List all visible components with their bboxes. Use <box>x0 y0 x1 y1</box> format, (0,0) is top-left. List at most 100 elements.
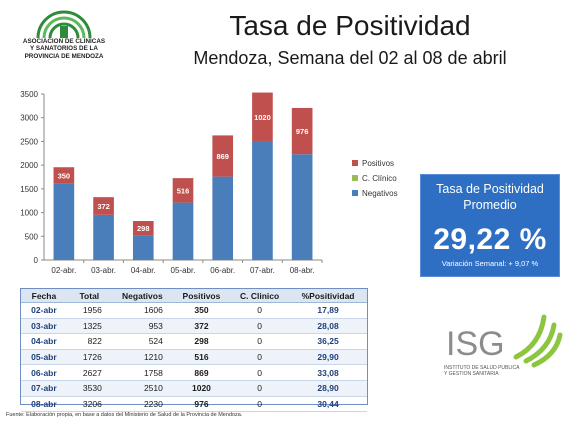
org-name-line2: Y SANATORIOS DE LA <box>30 45 98 53</box>
table-cell: 36,25 <box>289 333 367 350</box>
table-cell: 350 <box>172 302 231 319</box>
table-cell: 2627 <box>66 364 112 381</box>
bar-negativos <box>93 214 114 260</box>
table-cell: 0 <box>230 333 290 350</box>
bar-negativos <box>212 176 234 260</box>
legend-swatch <box>352 160 358 166</box>
bar-positivos <box>132 221 154 236</box>
data-label: 516 <box>177 186 190 195</box>
table-header-row: Fecha Total Negativos Positivos C. Clinico %P… <box>21 289 367 303</box>
page-title: Tasa de Positividad <box>229 10 471 41</box>
table-row: 04-abr 822 524 298 0 36,25 <box>21 333 367 350</box>
bar-negativos <box>53 183 75 260</box>
table-cell: 17,89 <box>289 302 367 319</box>
bar-negativos <box>132 235 154 260</box>
bar-positivos <box>172 178 194 203</box>
table-header-cell: Fecha <box>21 289 67 303</box>
y-tick-label: 2500 <box>20 137 38 146</box>
table-cell: 06-abr <box>21 364 67 381</box>
x-tick-label: 07-abr. <box>250 266 275 275</box>
table-row: 07-abr 3530 2510 1020 0 28,90 <box>21 380 367 397</box>
data-table: Fecha Total Negativos Positivos C. Clinico %P… <box>21 289 367 413</box>
table-header-cell: Negativos <box>111 289 173 303</box>
org-name-line1: ASOCIACION DE CLINICAS <box>22 38 106 45</box>
table-cell: 28,90 <box>289 380 367 397</box>
table-cell: 1758 <box>111 364 173 381</box>
table-cell: 08-abr <box>21 396 67 413</box>
table-cell: 03-abr <box>21 318 67 335</box>
bar-positivos <box>53 167 75 184</box>
x-tick-label: 06-abr. <box>210 266 235 275</box>
table-cell: 04-abr <box>21 333 67 350</box>
bar-positivos <box>252 92 273 141</box>
legend-label: C. Clínico <box>362 174 397 183</box>
y-tick-label: 3000 <box>20 114 38 123</box>
table-cell: 0 <box>230 396 290 413</box>
table-cell: 372 <box>172 318 231 335</box>
y-tick-label: 1500 <box>20 185 38 194</box>
table-cell: 1020 <box>172 380 231 397</box>
data-label: 372 <box>97 202 110 211</box>
org-name: ASOCIACION DE CLINICAS Y SANATORIOS DE L… <box>8 38 120 60</box>
x-tick-label: 03-abr. <box>91 266 116 275</box>
table-header-cell: %Positividad <box>289 289 367 303</box>
table-row: 02-abr 1956 1606 350 0 17,89 <box>21 302 367 319</box>
table-cell: 822 <box>66 333 112 350</box>
isg-name: ISG <box>446 325 505 363</box>
bar-negativos <box>291 154 313 260</box>
table-cell: 07-abr <box>21 380 67 397</box>
data-label: 869 <box>216 152 229 161</box>
table-cell: 1210 <box>111 349 173 366</box>
isg-caption-line1: INSTITUTO DE SALUD PUBLICA <box>444 365 520 371</box>
stacked-bar-chart: 0 500 1000 1500 2000 2500 3000 3500 350 02-abr. 37… <box>20 90 398 275</box>
table-cell: 2230 <box>111 396 173 413</box>
table-cell: 869 <box>172 364 231 381</box>
isg-logo: ISG <box>446 314 563 368</box>
table-cell: 516 <box>172 349 231 366</box>
table-cell: 3530 <box>66 380 112 397</box>
table-row: 03-abr 1325 953 372 0 28,08 <box>21 318 367 335</box>
data-label: 1020 <box>254 113 271 122</box>
data-label: 350 <box>58 172 71 181</box>
table-row: 05-abr 1726 1210 516 0 29,90 <box>21 349 367 366</box>
positivity-summary-box: Tasa de Positividad Promedio 29,22 % Var… <box>420 174 560 277</box>
page-subtitle: Mendoza, Semana del 02 al 08 de abril <box>193 48 507 68</box>
bar-negativos <box>172 202 194 260</box>
bar-positivos <box>212 135 234 177</box>
table-cell: 0 <box>230 380 290 397</box>
summary-value: 29,22 % <box>433 223 547 256</box>
table-cell: 976 <box>172 396 231 413</box>
y-tick-label: 0 <box>34 256 39 265</box>
table-header-cell: Total <box>66 289 112 303</box>
table-cell: 0 <box>230 364 290 381</box>
legend-swatch <box>352 190 358 196</box>
legend-label: Positivos <box>362 159 394 168</box>
bar-positivos <box>291 107 313 155</box>
x-tick-label: 02-abr. <box>51 266 76 275</box>
summary-label: Tasa de Positividad Promedio <box>436 182 544 212</box>
summary-variation: Variación Semanal: + 9,07 % <box>441 259 539 268</box>
table-cell: 953 <box>111 318 173 335</box>
x-tick-label: 08-abr. <box>290 266 315 275</box>
table-cell: 524 <box>111 333 173 350</box>
org-logo: ASOCIACION DE CLINICAS Y SANATORIOS DE L… <box>8 6 120 72</box>
bar-positivos <box>93 197 114 215</box>
org-name-line3: PROVINCIA DE MENDOZA <box>24 52 104 60</box>
table-cell: 0 <box>230 318 290 335</box>
legend-label: Negativos <box>362 189 398 198</box>
y-tick-label: 2000 <box>20 161 38 170</box>
table-cell: 1956 <box>66 302 112 319</box>
org-emblem-icon <box>36 10 92 39</box>
table-cell: 1325 <box>66 318 112 335</box>
table-cell: 02-abr <box>21 302 67 319</box>
source-note: Fuente: Elaboración propia, en base a da… <box>6 412 243 418</box>
legend-swatch <box>352 175 358 181</box>
table-row: 08-abr 3206 2230 976 0 30,44 <box>21 396 367 413</box>
table-cell: 1726 <box>66 349 112 366</box>
table-cell: 0 <box>230 302 290 319</box>
data-label: 976 <box>296 127 309 136</box>
bar-negativos <box>252 140 273 260</box>
x-tick-label: 04-abr. <box>131 266 156 275</box>
table-cell: 05-abr <box>21 349 67 366</box>
table-cell: 3206 <box>66 396 112 413</box>
